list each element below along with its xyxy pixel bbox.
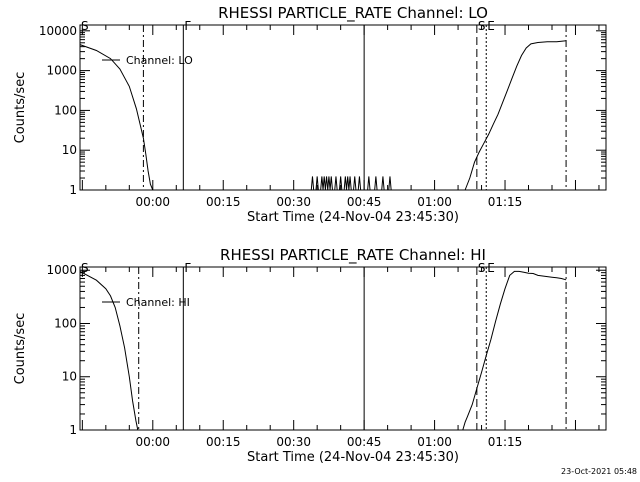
y-tick-label: 10: [62, 143, 77, 157]
legend-label: Channel: LO: [126, 54, 193, 67]
count-spike: [322, 176, 326, 191]
chart-panel-2: RHESSI PARTICLE_RATE Channel: HI 1 10 100 10…: [13, 246, 607, 465]
x-tick-label: 00:15: [206, 435, 241, 449]
count-spike: [348, 176, 352, 191]
count-spike: [310, 176, 315, 191]
count-spike: [343, 176, 348, 191]
x-tick-label: 00:45: [347, 435, 382, 449]
count-spike: [357, 176, 362, 191]
y-tick-label: 100: [54, 103, 77, 117]
x-tick-label: 00:30: [276, 195, 311, 209]
series-line: [79, 270, 139, 431]
x-tick-label: 00:15: [206, 195, 241, 209]
x-tick-label: 00:00: [135, 195, 170, 209]
x-tick-label: 00:30: [276, 435, 311, 449]
timestamp-text: 23-Oct-2021 05:48: [561, 467, 637, 476]
print-timestamp: 23-Oct-2021 05:48: [512, 463, 638, 477]
count-spike: [324, 176, 329, 191]
event-marker-label: S: [478, 19, 486, 33]
chart-panel-1: RHESSI PARTICLE_RATE Channel: LO 1 10 100 10…: [13, 4, 607, 225]
chart-title: RHESSI PARTICLE_RATE Channel: HI: [220, 246, 486, 265]
count-spike: [367, 176, 371, 191]
x-axis-label: Start Time (24-Nov-04 23:45:30): [247, 450, 459, 465]
count-spike: [353, 176, 357, 191]
event-marker-label: E: [487, 19, 495, 33]
x-tick-label: 00:00: [135, 435, 170, 449]
plot-frame: [79, 266, 607, 431]
y-tick-label: 1: [69, 423, 77, 437]
event-marker-label: F: [184, 19, 191, 33]
y-tick-label: 10: [62, 370, 77, 384]
x-tick-label: 01:15: [488, 195, 523, 209]
count-spike: [374, 176, 378, 191]
y-axis-label: Counts/sec: [13, 72, 28, 144]
event-marker-label: S: [81, 19, 89, 33]
y-tick-label: 100: [54, 316, 77, 330]
count-spike: [327, 176, 331, 191]
y-tick-label: 1000: [46, 263, 77, 277]
count-spike: [334, 176, 338, 191]
count-spike: [338, 176, 343, 191]
count-spike: [329, 176, 333, 191]
legend-label: Channel: HI: [126, 296, 190, 309]
count-spike: [381, 176, 385, 191]
event-marker-label: S: [81, 261, 89, 275]
x-tick-label: 01:00: [417, 435, 452, 449]
plot-frame: [79, 24, 607, 191]
y-tick-label: 1000: [46, 64, 77, 78]
x-tick-label: 01:00: [417, 195, 452, 209]
event-marker-label: F: [184, 261, 191, 275]
series-line: [464, 40, 567, 191]
count-spike: [388, 176, 392, 191]
y-tick-label: 1: [69, 183, 77, 197]
x-tick-label: 01:15: [488, 435, 523, 449]
count-spike: [345, 176, 350, 191]
count-spike: [320, 176, 324, 191]
x-axis-label: Start Time (24-Nov-04 23:45:30): [247, 210, 459, 225]
series-line: [462, 270, 567, 431]
x-tick-label: 00:45: [347, 195, 382, 209]
series-line: [79, 44, 154, 191]
y-axis-label: Counts/sec: [13, 313, 28, 385]
y-tick-label: 10000: [39, 24, 77, 38]
chart-title: RHESSI PARTICLE_RATE Channel: LO: [218, 4, 488, 23]
count-spike: [315, 176, 319, 191]
event-marker-label: E: [487, 261, 495, 275]
event-marker-label: S: [478, 261, 486, 275]
